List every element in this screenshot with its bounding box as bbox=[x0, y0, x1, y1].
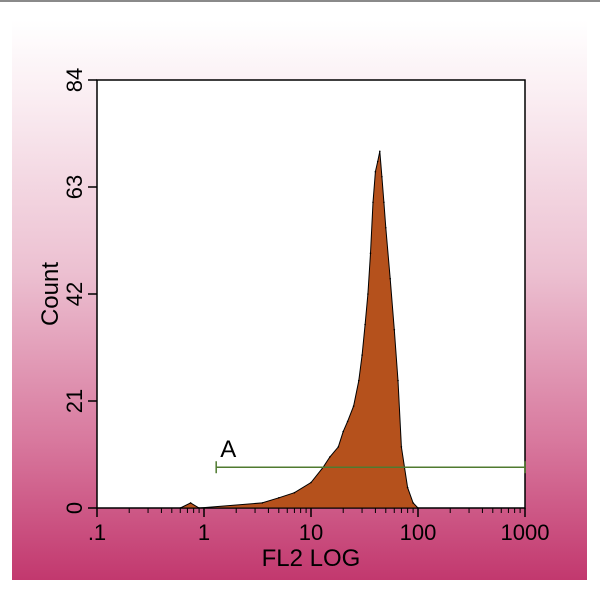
y-tick-label: 0 bbox=[62, 502, 87, 514]
histogram-point bbox=[329, 456, 331, 458]
x-axis-ticks: .1 1 10 100 1000 bbox=[88, 508, 550, 545]
histogram-point bbox=[261, 502, 264, 504]
histogram-point bbox=[381, 176, 383, 178]
x-tick-label: 1000 bbox=[501, 520, 550, 545]
x-axis-title: FL2 LOG bbox=[262, 545, 361, 572]
x-tick-label: 1 bbox=[198, 520, 210, 545]
histogram-point bbox=[310, 481, 312, 484]
histogram-point bbox=[361, 354, 363, 356]
histogram-point bbox=[189, 502, 192, 504]
y-tick-label: 42 bbox=[62, 282, 87, 306]
histogram-point bbox=[379, 150, 381, 153]
histogram-point bbox=[278, 497, 280, 499]
histogram-point bbox=[389, 277, 392, 280]
histogram-point bbox=[337, 446, 340, 448]
histogram-point bbox=[397, 379, 399, 382]
y-tick-label: 84 bbox=[62, 68, 87, 92]
histogram-point bbox=[372, 201, 374, 204]
histogram-point bbox=[406, 486, 409, 489]
histogram-point bbox=[374, 170, 377, 173]
histogram-point bbox=[346, 420, 349, 423]
histogram-point bbox=[364, 323, 366, 326]
gate-label: A bbox=[220, 436, 236, 463]
histogram-point bbox=[393, 328, 396, 331]
histogram-point bbox=[385, 227, 387, 229]
histogram-point bbox=[400, 446, 403, 448]
plot-area bbox=[96, 79, 526, 509]
histogram-point bbox=[367, 293, 369, 295]
histogram-point bbox=[293, 491, 296, 494]
chart-marks bbox=[179, 150, 526, 509]
histogram-point bbox=[376, 160, 379, 163]
histogram-point bbox=[412, 502, 414, 504]
histogram-point bbox=[358, 379, 360, 382]
top-rule bbox=[0, 0, 600, 2]
histogram-point bbox=[352, 405, 355, 407]
histogram-point bbox=[342, 430, 345, 433]
y-tick-label: 63 bbox=[62, 175, 87, 199]
y-axis-ticks: 0 21 42 63 84 bbox=[62, 68, 97, 514]
x-tick-label: .1 bbox=[88, 520, 106, 545]
histogram-point bbox=[369, 252, 372, 254]
x-tick-label: 100 bbox=[400, 520, 437, 545]
histogram-point bbox=[383, 201, 385, 204]
y-axis-title: Count bbox=[37, 262, 64, 326]
y-tick-label: 21 bbox=[62, 389, 87, 413]
x-tick-label: 10 bbox=[299, 520, 323, 545]
